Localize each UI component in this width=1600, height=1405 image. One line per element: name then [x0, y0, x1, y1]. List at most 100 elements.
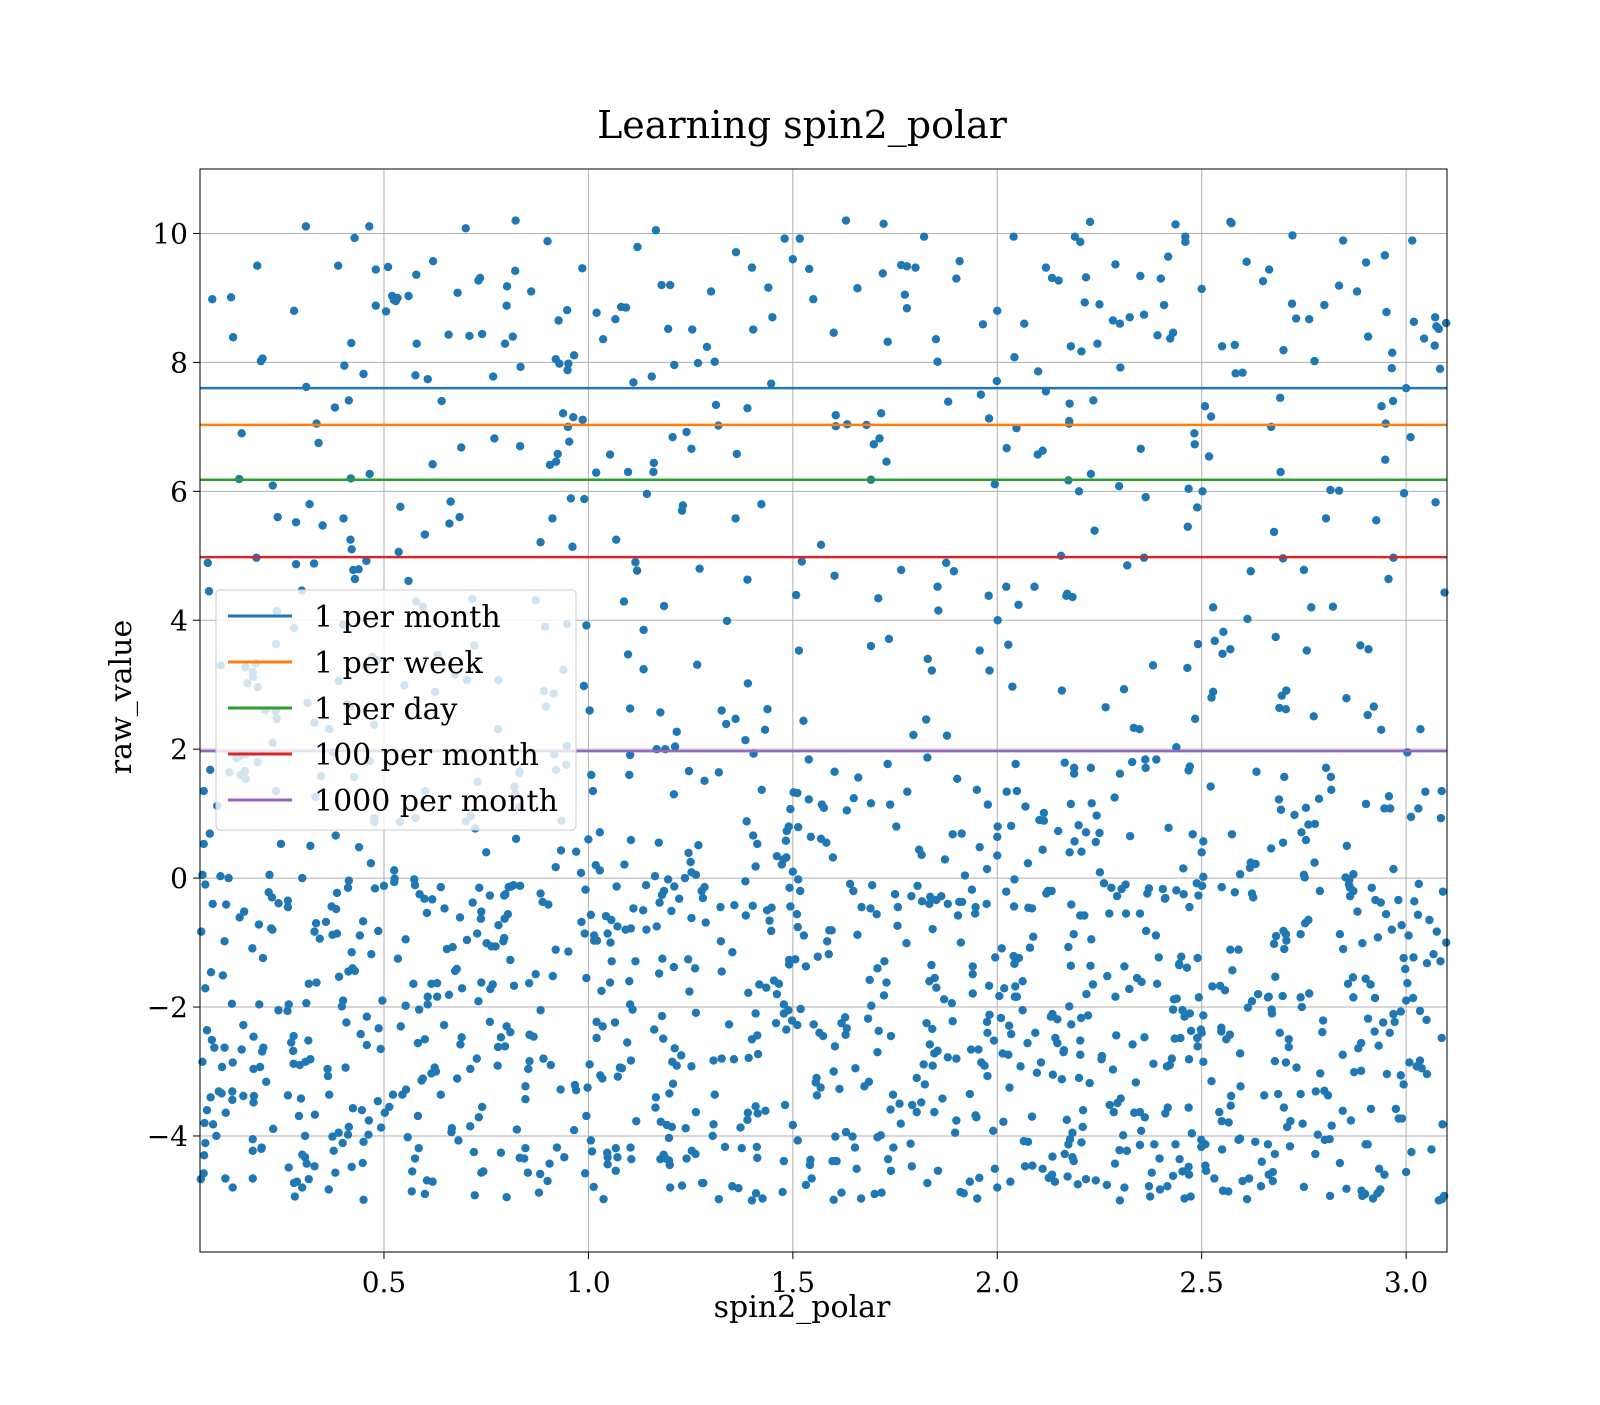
scatter-point	[993, 1183, 1002, 1192]
scatter-point	[818, 1031, 828, 1041]
scatter-point	[199, 1151, 209, 1160]
scatter-point	[312, 978, 321, 987]
scatter-point	[832, 1156, 841, 1166]
scatter-point	[973, 1194, 982, 1203]
scatter-point	[462, 935, 472, 945]
scatter-point	[921, 715, 931, 724]
scatter-point	[837, 1188, 846, 1197]
scatter-point	[474, 1113, 484, 1122]
scatter-point	[1401, 964, 1410, 974]
scatter-point	[1234, 945, 1243, 954]
scatter-point	[201, 984, 210, 993]
x-axis-label: spin2_polar	[714, 1290, 891, 1325]
scatter-point	[457, 1033, 466, 1042]
scatter-point	[1380, 1170, 1389, 1179]
scatter-point	[309, 559, 319, 568]
scatter-point	[1276, 805, 1286, 814]
scatter-point	[283, 896, 293, 905]
scatter-point	[536, 538, 545, 547]
scatter-point	[302, 998, 311, 1008]
scatter-point	[700, 776, 709, 785]
scatter-point	[305, 500, 314, 509]
scatter-point	[711, 400, 721, 410]
scatter-point	[730, 900, 739, 910]
y-tick-label: 0	[170, 862, 188, 895]
scatter-point	[291, 559, 301, 569]
scatter-point	[647, 372, 656, 381]
scatter-point	[197, 927, 206, 936]
scatter-point	[1204, 452, 1214, 461]
scatter-point	[456, 1040, 465, 1049]
scatter-point	[793, 922, 802, 932]
scatter-point	[1384, 792, 1394, 801]
scatter-point	[1299, 1182, 1309, 1192]
scatter-point	[1218, 1186, 1228, 1195]
scatter-point	[477, 329, 487, 339]
scatter-point	[417, 1076, 426, 1085]
scatter-point	[290, 1192, 300, 1201]
scatter-point	[1092, 811, 1101, 820]
scatter-point	[318, 521, 327, 530]
scatter-point	[957, 897, 967, 907]
scatter-point	[551, 457, 561, 466]
scatter-point	[1029, 932, 1038, 941]
scatter-point	[1279, 926, 1288, 936]
scatter-point	[366, 859, 376, 868]
scatter-point	[1199, 872, 1208, 882]
scatter-point	[691, 1149, 700, 1159]
scatter-point	[1192, 879, 1201, 888]
scatter-point	[1358, 1191, 1367, 1201]
scatter-point	[248, 1146, 257, 1155]
scatter-point	[684, 848, 693, 858]
scatter-point	[874, 594, 883, 603]
scatter-point	[1382, 1069, 1392, 1079]
scatter-point	[516, 362, 525, 372]
scatter-point	[993, 616, 1002, 625]
scatter-point	[998, 1049, 1007, 1058]
scatter-point	[988, 1126, 998, 1136]
scatter-point	[1258, 276, 1268, 286]
scatter-point	[284, 1163, 293, 1172]
scatter-point	[556, 846, 566, 855]
scatter-point	[1404, 931, 1413, 940]
scatter-point	[1009, 232, 1018, 241]
scatter-point	[199, 1169, 208, 1178]
scatter-point	[1141, 926, 1151, 936]
scatter-point	[1171, 1140, 1180, 1149]
scatter-point	[1002, 787, 1011, 796]
scatter-point	[960, 871, 970, 880]
scatter-point	[239, 1091, 248, 1101]
scatter-point	[1179, 864, 1188, 873]
scatter-point	[525, 1056, 534, 1066]
scatter-point	[885, 800, 895, 809]
scatter-point	[1164, 823, 1173, 833]
scatter-point	[902, 304, 912, 313]
scatter-point	[625, 704, 635, 713]
scatter-point	[472, 1054, 481, 1063]
scatter-point	[1200, 402, 1210, 411]
scatter-point	[1159, 300, 1169, 310]
scatter-point	[420, 530, 430, 539]
scatter-point	[927, 666, 937, 675]
scatter-point	[966, 1045, 976, 1054]
scatter-point	[607, 957, 616, 966]
scatter-point	[1381, 419, 1390, 428]
scatter-point	[1186, 1192, 1195, 1201]
scatter-point	[264, 888, 273, 897]
scatter-point	[1149, 1059, 1158, 1068]
scatter-point	[642, 489, 652, 499]
scatter-point	[1107, 883, 1116, 892]
scatter-point	[217, 1062, 227, 1072]
scatter-point	[1358, 939, 1367, 948]
scatter-point	[1325, 1191, 1335, 1201]
scatter-point	[1387, 363, 1397, 373]
scatter-point	[1436, 957, 1445, 966]
scatter-point	[259, 1043, 268, 1052]
scatter-point	[1141, 492, 1150, 502]
scatter-point	[741, 735, 750, 745]
scatter-point	[1087, 935, 1096, 944]
scatter-point	[943, 899, 952, 909]
scatter-point	[468, 898, 477, 907]
scatter-point	[531, 969, 540, 979]
